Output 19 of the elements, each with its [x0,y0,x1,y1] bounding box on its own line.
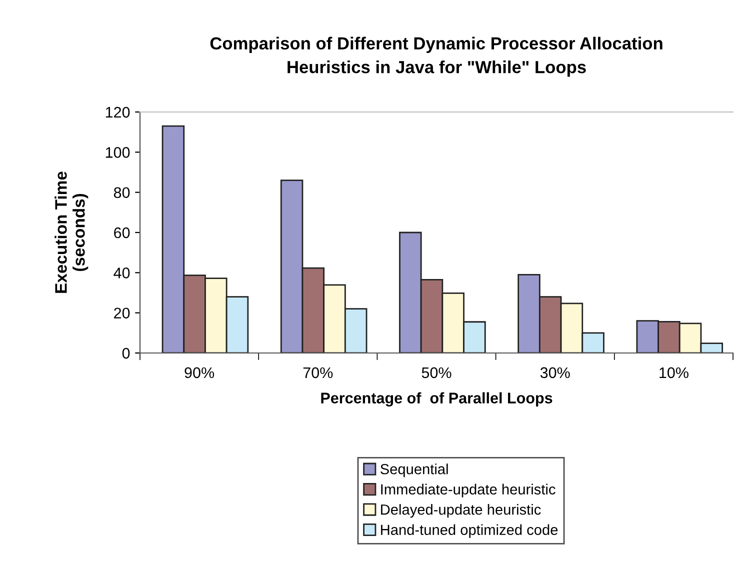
y-tick-label: 40 [114,268,130,278]
legend-label: Sequential [380,464,448,478]
y-tick-label: 80 [114,187,130,198]
y-tick-label: 100 [106,147,130,158]
x-tick-label: 10% [660,367,688,378]
y-tick-label: 60 [114,227,130,238]
legend-label: Hand-tuned optimized code [381,524,558,538]
x-tick-label: 50% [422,367,452,378]
y-tick-label: 0 [122,348,130,359]
legend-label: Delayed-update heuristic [381,504,541,518]
x-tick-label: 30% [540,367,570,378]
x-axis-title: Percentage of of Parallel Loops [321,392,552,407]
legend-label: Immediate-update heuristic [381,484,556,498]
y-tick-label: 20 [114,308,130,319]
y-axis-title: Execution Time (seconds) [54,172,88,293]
x-tick-label: 90% [184,367,214,378]
x-tick-label: 70% [303,367,333,378]
chart-title: Comparison of Different Dynamic Processor Allocation Heuristics in Java for "While" Loops [210,36,662,77]
y-tick-label: 120 [106,106,130,118]
